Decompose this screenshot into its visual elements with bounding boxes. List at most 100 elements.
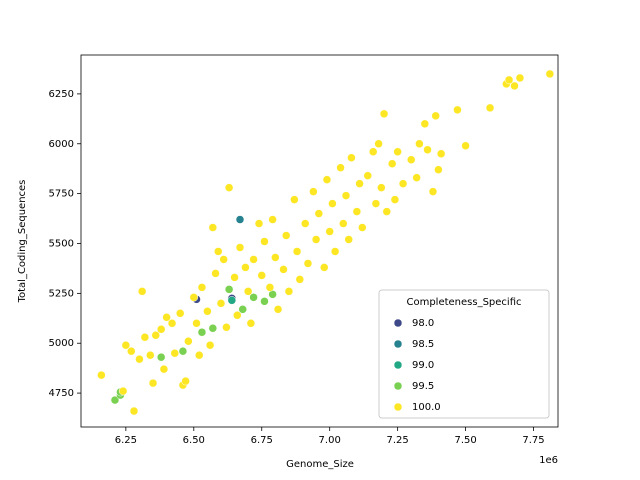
point: [208, 223, 218, 232]
point: [341, 191, 351, 200]
legend-title: Completeness_Specific: [406, 297, 521, 308]
point: [320, 263, 329, 272]
point: [140, 332, 150, 342]
point: [339, 219, 348, 228]
point: [121, 340, 131, 350]
point: [260, 237, 269, 246]
point: [222, 323, 231, 332]
point: [510, 81, 519, 91]
legend-label: 100.0: [412, 402, 441, 413]
point: [363, 171, 372, 180]
point: [257, 271, 266, 280]
point: [170, 348, 180, 358]
point: [300, 219, 310, 228]
point: [181, 376, 190, 386]
y-tick-label: 5750: [49, 189, 74, 200]
point: [436, 149, 446, 158]
point: [178, 346, 188, 356]
point: [227, 296, 237, 305]
point: [175, 309, 185, 318]
point: [265, 283, 275, 292]
y-tick-label: 6000: [49, 139, 74, 150]
legend-label: 98.5: [412, 339, 434, 350]
point: [358, 223, 367, 232]
point: [194, 350, 204, 360]
point: [368, 147, 378, 156]
point: [233, 311, 242, 320]
point: [379, 109, 389, 119]
point: [246, 319, 256, 328]
point: [390, 195, 400, 204]
point: [330, 247, 340, 256]
point: [393, 147, 402, 156]
y-tick-label: 5500: [49, 238, 74, 249]
point: [431, 111, 440, 121]
point: [374, 139, 383, 149]
point: [545, 69, 555, 79]
point: [371, 199, 381, 208]
point: [355, 179, 364, 188]
legend-marker: [393, 339, 403, 349]
point: [146, 350, 155, 360]
point: [420, 119, 430, 129]
point: [211, 269, 220, 278]
point: [382, 207, 392, 216]
point: [249, 293, 258, 302]
point: [118, 386, 128, 396]
point: [461, 141, 470, 151]
legend-marker: [393, 318, 403, 328]
point: [415, 139, 424, 149]
point: [156, 325, 166, 334]
y-tick-label: 5250: [49, 288, 74, 299]
point: [314, 209, 324, 218]
point: [303, 259, 313, 268]
point: [273, 305, 283, 314]
x-tick-label: 6.75: [251, 435, 273, 446]
x-tick-label: 6.50: [183, 435, 205, 446]
point: [284, 287, 294, 296]
legend: Completeness_Specific 98.0 98.5 99.0 99.5 100…: [378, 289, 550, 419]
point: [156, 352, 166, 362]
point: [162, 313, 171, 322]
point: [197, 328, 207, 337]
point: [453, 105, 462, 115]
point: [214, 247, 223, 256]
plot-frame: [80, 54, 559, 428]
x-tick-label: 7.25: [387, 435, 409, 446]
point: [148, 378, 158, 388]
point: [137, 287, 147, 296]
point: [504, 75, 514, 85]
point: [406, 155, 416, 164]
point: [159, 364, 169, 374]
point: [197, 283, 207, 292]
y-axis-label: Total_Coding_Sequences: [17, 180, 28, 304]
point: [292, 247, 302, 256]
point: [151, 330, 160, 340]
point: [230, 273, 239, 282]
point: [135, 354, 144, 364]
point: [271, 253, 280, 262]
point: [216, 299, 226, 308]
point: [311, 235, 321, 244]
point: [398, 179, 408, 188]
point: [290, 195, 299, 204]
point: [377, 183, 386, 192]
point: [260, 297, 269, 306]
point: [268, 215, 277, 224]
legend-marker: [393, 402, 403, 412]
point: [110, 395, 120, 405]
point: [219, 255, 228, 264]
point: [434, 165, 443, 174]
legend-label: 99.5: [412, 381, 434, 392]
point: [336, 163, 345, 172]
point: [309, 187, 318, 196]
legend-label: 99.0: [412, 360, 434, 371]
legend-marker: [393, 360, 403, 370]
point: [97, 370, 106, 380]
legend-marker: [393, 381, 403, 391]
point: [224, 285, 234, 294]
legend-label: 98.0: [412, 318, 434, 329]
point: [235, 243, 245, 252]
